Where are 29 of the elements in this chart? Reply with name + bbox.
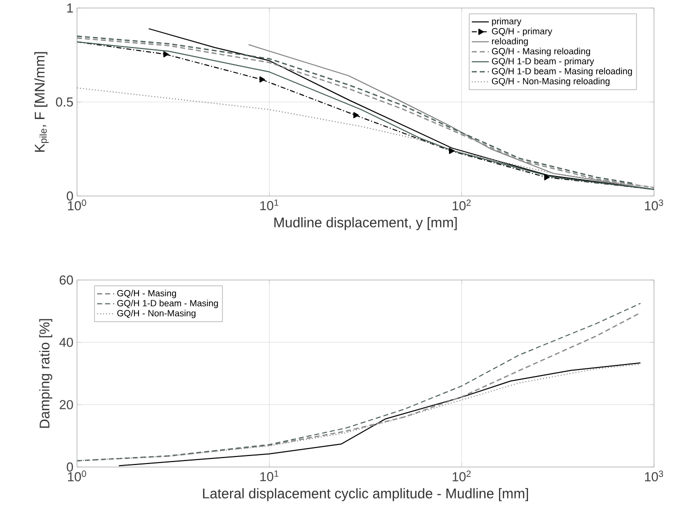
legend-label: GQ/H - primary <box>492 28 552 36</box>
x-tick-label: 10$^{0}$ <box>68 470 86 482</box>
y-axis-title: K$_{pile}$, F [MN/mm] <box>34 52 49 152</box>
legend-label: GQ/H - Masing reloading <box>492 48 590 56</box>
y-tick-label: 0 <box>66 191 73 201</box>
x-axis-title: Lateral displacement cyclic amplitude - Mudline [mm] <box>203 488 528 502</box>
legend-label: reloading <box>492 38 528 46</box>
x-tick-label: 10$^{3}$ <box>645 470 664 482</box>
x-tick-label: 10$^{0}$ <box>68 200 86 210</box>
legend-label: GQ/H 1-D beam - Masing reloading <box>492 68 632 76</box>
y-tick-label: 0 <box>66 462 73 472</box>
x-tick-label: 10$^{2}$ <box>452 470 471 482</box>
legend-label: GQ/H 1-D beam - primary <box>492 58 594 66</box>
x-tick-label: 10$^{2}$ <box>452 200 471 210</box>
legend-label: GQ/H 1-D beam - Masing <box>117 300 218 308</box>
x-axis-title: Mudline displacement, y [mm] <box>274 217 457 230</box>
legend-label: GQ/H - Non-Masing reloading <box>492 78 610 86</box>
y-tick-label: 60 <box>60 275 73 285</box>
y-tick-label: 20 <box>60 400 73 410</box>
x-tick-label: 10$^{1}$ <box>260 470 278 482</box>
legend-label: GQ/H - Masing <box>117 290 176 298</box>
x-tick-label: 10$^{1}$ <box>260 200 278 210</box>
legend-label: GQ/H - Non-Masing <box>117 310 196 318</box>
legend-label: primary <box>492 18 522 26</box>
y-tick-label: 40 <box>59 338 73 347</box>
x-tick-label: 10$^{3}$ <box>645 200 664 210</box>
y-tick-label: 1 <box>67 4 73 12</box>
y-axis-title: Damping ratio [%] <box>39 319 52 428</box>
y-tick-label: 0.5 <box>56 97 73 107</box>
